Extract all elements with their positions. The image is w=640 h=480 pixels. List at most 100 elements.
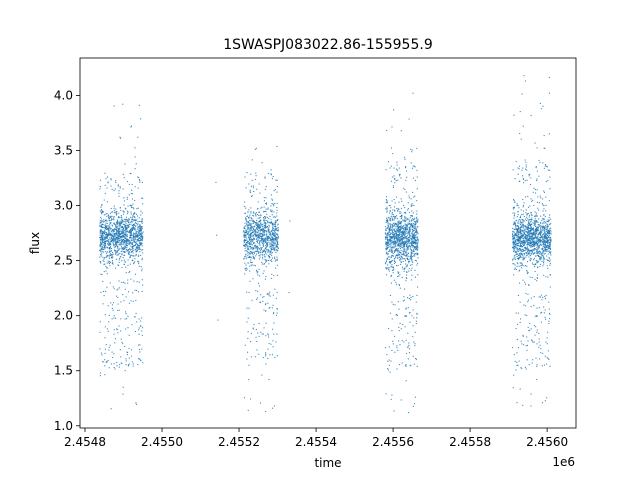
data-point [255, 290, 257, 292]
data-point [261, 228, 263, 230]
data-point [276, 191, 278, 193]
data-point [386, 247, 389, 249]
data-point [126, 230, 129, 232]
data-point [521, 242, 523, 244]
data-point [512, 259, 514, 261]
data-point [106, 286, 108, 288]
data-point [416, 238, 418, 240]
data-point [104, 263, 106, 265]
data-point [543, 246, 545, 248]
data-point [549, 231, 551, 233]
data-point [107, 234, 109, 237]
data-point [385, 274, 387, 276]
data-point [253, 230, 256, 232]
data-point [134, 229, 136, 231]
data-point [523, 250, 525, 252]
data-point [250, 332, 253, 335]
data-point [534, 215, 536, 217]
data-point [99, 260, 101, 263]
data-point [525, 246, 527, 248]
data-point [100, 242, 102, 244]
data-point [258, 183, 260, 185]
data-point [120, 233, 122, 235]
data-point [406, 176, 408, 178]
data-point [409, 231, 411, 233]
data-point [127, 220, 129, 222]
data-point [245, 230, 247, 232]
data-point [407, 258, 409, 261]
data-point [108, 321, 110, 323]
data-point [527, 248, 530, 250]
data-point [120, 137, 122, 139]
data-point [512, 247, 515, 249]
data-point [395, 257, 397, 259]
data-point [109, 344, 111, 346]
data-point [543, 253, 545, 255]
data-point [264, 278, 266, 280]
data-point [399, 245, 401, 247]
data-point [265, 238, 267, 240]
data-point [257, 231, 259, 234]
data-point [524, 231, 526, 233]
data-point [131, 183, 133, 186]
data-point [401, 217, 403, 219]
data-point [524, 244, 526, 246]
data-point [398, 201, 400, 203]
data-point [258, 224, 260, 226]
data-point [535, 221, 537, 223]
data-point [412, 234, 414, 236]
data-point [525, 227, 527, 229]
data-point [261, 225, 263, 227]
data-point [546, 265, 548, 267]
data-point [403, 212, 405, 214]
data-point [398, 271, 400, 274]
data-point [403, 224, 405, 226]
data-point [135, 254, 137, 256]
data-point [549, 237, 551, 239]
data-point [247, 227, 249, 229]
data-point [258, 214, 260, 216]
data-point [123, 249, 125, 251]
data-point [109, 282, 111, 284]
data-point [398, 284, 400, 286]
data-point [256, 245, 258, 247]
data-point [516, 257, 518, 259]
data-point [538, 247, 540, 249]
data-point [416, 230, 418, 232]
data-point [100, 352, 102, 354]
data-point [385, 245, 387, 247]
data-point [274, 250, 276, 252]
data-point [100, 244, 103, 246]
data-point [274, 223, 276, 226]
data-point [130, 278, 132, 280]
data-point [536, 227, 538, 229]
data-point [515, 161, 517, 163]
data-point [530, 249, 533, 251]
data-point [115, 252, 117, 254]
data-point [137, 234, 139, 237]
data-point [392, 233, 394, 235]
data-point [106, 234, 108, 236]
data-point [105, 178, 107, 180]
data-point [395, 281, 397, 283]
data-point [108, 262, 110, 264]
data-point [391, 242, 393, 244]
data-point [109, 242, 111, 244]
data-point [392, 241, 394, 243]
data-point [272, 244, 274, 246]
data-point [259, 237, 261, 240]
data-point [517, 242, 520, 244]
data-point [260, 294, 262, 296]
data-point [262, 243, 264, 245]
data-point [386, 242, 388, 244]
data-point [404, 218, 406, 220]
data-point [536, 277, 539, 279]
data-point [108, 244, 110, 246]
data-point [537, 238, 539, 240]
data-point [125, 238, 127, 240]
data-point [118, 212, 120, 214]
data-point [414, 225, 416, 227]
data-point [546, 233, 548, 235]
data-point [533, 242, 535, 244]
data-point [388, 239, 390, 241]
